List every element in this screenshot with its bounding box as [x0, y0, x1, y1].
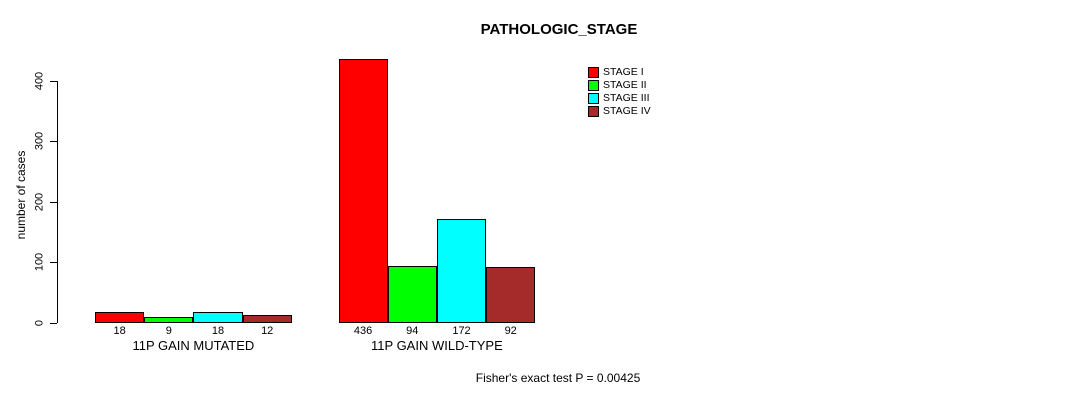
- group-label: 11P GAIN MUTATED: [132, 338, 255, 353]
- bar-stage-i: [95, 311, 145, 323]
- y-tick-mark: [50, 322, 57, 324]
- bar-value-label: 9: [165, 325, 172, 337]
- fisher-test-annotation: Fisher's exact test P = 0.00425: [475, 371, 641, 385]
- legend-label: STAGE I: [603, 66, 644, 79]
- group-label: 11P GAIN WILD-TYPE: [371, 338, 503, 353]
- legend-item: STAGE III: [588, 92, 649, 105]
- bar-value-label: 18: [211, 325, 225, 337]
- bar-stage-iii: [193, 311, 243, 323]
- bar-value-label: 12: [261, 325, 274, 337]
- legend-swatch: [588, 67, 599, 78]
- y-tick-mark: [50, 262, 57, 264]
- y-axis-title: number of cases: [14, 150, 28, 240]
- legend-swatch: [588, 106, 599, 117]
- y-tick-mark: [50, 141, 57, 143]
- y-tick-label: 200: [33, 192, 46, 212]
- legend-swatch: [588, 80, 599, 91]
- y-tick-mark: [50, 201, 57, 203]
- bar-value-label: 94: [406, 325, 419, 337]
- legend-item: STAGE II: [588, 79, 647, 92]
- bar-stage-iii: [436, 218, 487, 323]
- bar-stage-iv: [242, 315, 292, 323]
- y-tick-label: 0: [33, 319, 46, 326]
- bar-stage-ii: [387, 265, 437, 323]
- y-axis-line: [57, 81, 58, 323]
- y-tick-mark: [50, 81, 57, 82]
- legend-label: STAGE III: [603, 92, 650, 105]
- y-tick-label: 300: [33, 132, 46, 151]
- legend-label: STAGE II: [603, 79, 647, 92]
- chart-title: PATHOLOGIC_STAGE: [480, 21, 638, 38]
- bar-stage-i: [338, 59, 388, 323]
- y-tick-label: 100: [33, 253, 46, 272]
- legend-swatch: [588, 93, 599, 104]
- y-tick-label: 400: [33, 71, 46, 91]
- bar-value-label: 172: [452, 325, 471, 337]
- bar-stage-ii: [144, 317, 194, 323]
- legend-label: STAGE IV: [603, 105, 651, 118]
- legend-item: STAGE I: [588, 66, 644, 79]
- bar-value-label: 436: [353, 325, 373, 337]
- bar-value-label: 92: [504, 325, 517, 337]
- bar-stage-iv: [486, 267, 536, 323]
- bar-value-label: 18: [113, 325, 126, 337]
- legend-item: STAGE IV: [588, 105, 651, 118]
